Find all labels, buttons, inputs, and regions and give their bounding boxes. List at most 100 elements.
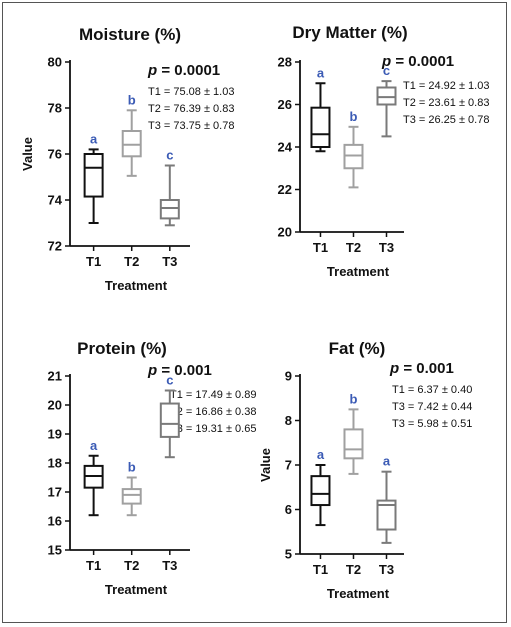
y-tick-label: 6: [285, 502, 292, 517]
p-value-number: = 0.001: [399, 360, 454, 377]
box-T2: b: [343, 391, 364, 475]
y-tick-label: 15: [48, 543, 62, 558]
y-tick-label: 21: [48, 369, 62, 384]
stat-line: T2 = 16.86 ± 0.38: [170, 406, 256, 418]
box-T3: c: [159, 148, 180, 227]
box-T3: c: [159, 373, 180, 459]
box-iqr: [343, 428, 364, 460]
significance-letter: c: [383, 63, 390, 78]
p-value-number: = 0.0001: [157, 62, 220, 79]
x-axis-label: Treatment: [105, 278, 168, 293]
x-axis-label: Treatment: [327, 264, 390, 279]
box-iqr: [159, 199, 180, 220]
panel-3: Protein (%) p = 0.001 T1 = 17.49 ± 0.89 T2 …: [48, 339, 257, 597]
significance-letter: b: [128, 460, 136, 475]
chart-title: Dry Matter (%): [292, 23, 407, 42]
y-tick-label: 22: [278, 182, 292, 197]
box-iqr: [121, 488, 142, 505]
significance-letter: c: [166, 148, 173, 163]
significance-letter: c: [166, 373, 173, 388]
p-value-number: = 0.001: [157, 362, 212, 379]
significance-letter: b: [128, 92, 136, 107]
x-tick-label: T1: [86, 558, 101, 573]
stat-line: T3 = 7.42 ± 0.44: [392, 401, 472, 413]
y-tick-label: 9: [285, 369, 292, 384]
stat-line: T3 = 73.75 ± 0.78: [148, 120, 234, 132]
p-value: p = 0.0001: [381, 53, 454, 70]
x-tick-label: T3: [379, 240, 394, 255]
x-tick-label: T2: [124, 558, 139, 573]
x-tick-label: T1: [313, 240, 328, 255]
x-tick-label: T3: [162, 254, 177, 269]
p-value: p = 0.0001: [147, 62, 220, 79]
y-tick-label: 72: [48, 239, 62, 254]
box-T1: a: [310, 65, 331, 153]
x-tick-label: T1: [86, 254, 101, 269]
chart-title: Protein (%): [77, 339, 167, 358]
box-iqr: [376, 499, 397, 531]
y-axis-label: Value: [20, 137, 35, 171]
panel-4: Fat (%)p = 0.001 T1 = 6.37 ± 0.40 T3 = 7.4…: [258, 339, 472, 601]
p-value: p = 0.001: [147, 362, 212, 379]
p-value: p = 0.001: [389, 360, 454, 377]
y-tick-label: 74: [48, 193, 63, 208]
chart-title: Fat (%): [329, 339, 386, 358]
p-symbol: p: [147, 362, 157, 379]
box-T1: a: [310, 447, 331, 527]
y-tick-label: 19: [48, 427, 62, 442]
y-tick-label: 26: [278, 97, 292, 112]
chart-title: Moisture (%): [79, 25, 181, 44]
box-T1: a: [83, 438, 104, 517]
y-tick-label: 80: [48, 55, 62, 70]
significance-letter: b: [350, 391, 358, 406]
stat-line: T1 = 17.49 ± 0.89: [170, 389, 256, 401]
x-tick-label: T2: [346, 562, 361, 577]
significance-letter: a: [317, 447, 325, 462]
x-tick-label: T3: [379, 562, 394, 577]
significance-letter: b: [350, 109, 358, 124]
y-tick-label: 7: [285, 458, 292, 473]
box-iqr: [376, 86, 397, 106]
stat-line: T1 = 24.92 ± 1.03: [403, 80, 489, 92]
panel-2: Dry Matter (%) p = 0.0001 T1 = 24.92 ± 1.0…: [278, 23, 490, 279]
box-iqr: [121, 130, 142, 158]
box-T1: a: [83, 131, 104, 224]
y-tick-label: 78: [48, 101, 62, 116]
box-T3: c: [376, 63, 397, 138]
box-T3: a: [376, 454, 397, 544]
y-tick-label: 16: [48, 514, 62, 529]
stat-line: T1 = 75.08 ± 1.03: [148, 86, 234, 98]
figure-frame: [2, 2, 507, 623]
box-iqr: [310, 106, 331, 148]
x-tick-label: T1: [313, 562, 328, 577]
y-tick-label: 20: [278, 225, 292, 240]
significance-letter: a: [90, 131, 98, 146]
stat-line: T3 = 5.98 ± 0.51: [392, 418, 472, 430]
y-tick-label: 28: [278, 55, 292, 70]
y-tick-label: 76: [48, 147, 62, 162]
x-tick-label: T2: [346, 240, 361, 255]
box-iqr: [159, 402, 180, 438]
stat-line: T2 = 23.61 ± 0.83: [403, 97, 489, 109]
y-tick-label: 18: [48, 456, 62, 471]
x-axis-label: Treatment: [327, 586, 390, 601]
x-tick-label: T3: [162, 558, 177, 573]
significance-letter: a: [90, 438, 98, 453]
stat-line: T2 = 76.39 ± 0.83: [148, 103, 234, 115]
p-symbol: p: [381, 53, 391, 70]
y-tick-label: 24: [278, 140, 293, 155]
box-iqr: [343, 143, 364, 170]
p-value-number: = 0.0001: [391, 53, 454, 70]
y-tick-label: 17: [48, 485, 62, 500]
stat-line: T3 = 26.25 ± 0.78: [403, 114, 489, 126]
y-tick-label: 8: [285, 413, 292, 428]
box-T2: b: [121, 460, 142, 517]
significance-letter: a: [383, 454, 391, 469]
stat-line: T3 = 19.31 ± 0.65: [170, 423, 256, 435]
box-iqr: [310, 475, 331, 507]
panel-1: Moisture (%) p = 0.0001 T1 = 75.08 ± 1.03 T…: [20, 25, 234, 293]
box-T2: b: [121, 92, 142, 177]
x-axis-label: Treatment: [105, 582, 168, 597]
box-T2: b: [343, 109, 364, 189]
